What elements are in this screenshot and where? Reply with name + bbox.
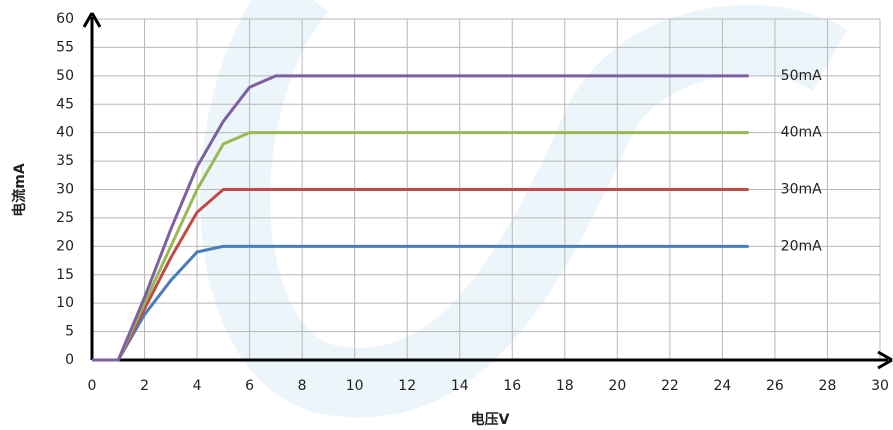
x-tick-label: 4 bbox=[193, 378, 202, 394]
series-line bbox=[92, 244, 749, 362]
series-line bbox=[92, 188, 749, 362]
series-label: 50mA bbox=[781, 68, 822, 84]
x-tick-label: 26 bbox=[766, 378, 784, 394]
series-label: 40mA bbox=[781, 125, 822, 141]
y-tick-label: 25 bbox=[56, 210, 74, 226]
y-tick-label: 10 bbox=[56, 295, 74, 311]
x-tick-label: 12 bbox=[398, 378, 416, 394]
y-axis-arrow bbox=[82, 12, 102, 28]
y-tick-label: 20 bbox=[56, 238, 74, 254]
series-line bbox=[92, 131, 749, 362]
y-tick-label: 0 bbox=[65, 352, 74, 368]
series-line bbox=[92, 74, 749, 362]
y-tick-label: 15 bbox=[56, 267, 74, 283]
y-tick-label: 55 bbox=[56, 39, 74, 55]
x-axis-arrow bbox=[877, 350, 893, 370]
x-tick-label: 0 bbox=[88, 378, 97, 394]
x-tick-label: 14 bbox=[451, 378, 469, 394]
x-tick-label: 2 bbox=[140, 378, 149, 394]
x-tick-label: 16 bbox=[503, 378, 521, 394]
y-tick-label: 35 bbox=[56, 153, 74, 169]
y-tick-label: 60 bbox=[56, 11, 74, 27]
x-axis-label: 电压V bbox=[471, 411, 510, 428]
x-tick-label: 8 bbox=[298, 378, 307, 394]
y-axis-label: 电流mA bbox=[11, 163, 28, 217]
x-tick-label: 20 bbox=[608, 378, 626, 394]
series-label: 20mA bbox=[781, 238, 822, 254]
x-tick-label: 10 bbox=[346, 378, 364, 394]
y-tick-label: 40 bbox=[56, 125, 74, 141]
y-tick-label: 50 bbox=[56, 68, 74, 84]
y-tick-label: 45 bbox=[56, 96, 74, 112]
x-tick-label: 22 bbox=[661, 378, 679, 394]
x-tick-label: 24 bbox=[713, 378, 731, 394]
watermark bbox=[200, 0, 848, 418]
y-tick-label: 30 bbox=[56, 182, 74, 198]
y-tick-label: 5 bbox=[65, 324, 74, 340]
series-label: 30mA bbox=[781, 182, 822, 198]
x-tick-label: 18 bbox=[556, 378, 574, 394]
x-tick-label: 30 bbox=[871, 378, 889, 394]
x-tick-label: 28 bbox=[819, 378, 837, 394]
x-tick-label: 6 bbox=[245, 378, 254, 394]
